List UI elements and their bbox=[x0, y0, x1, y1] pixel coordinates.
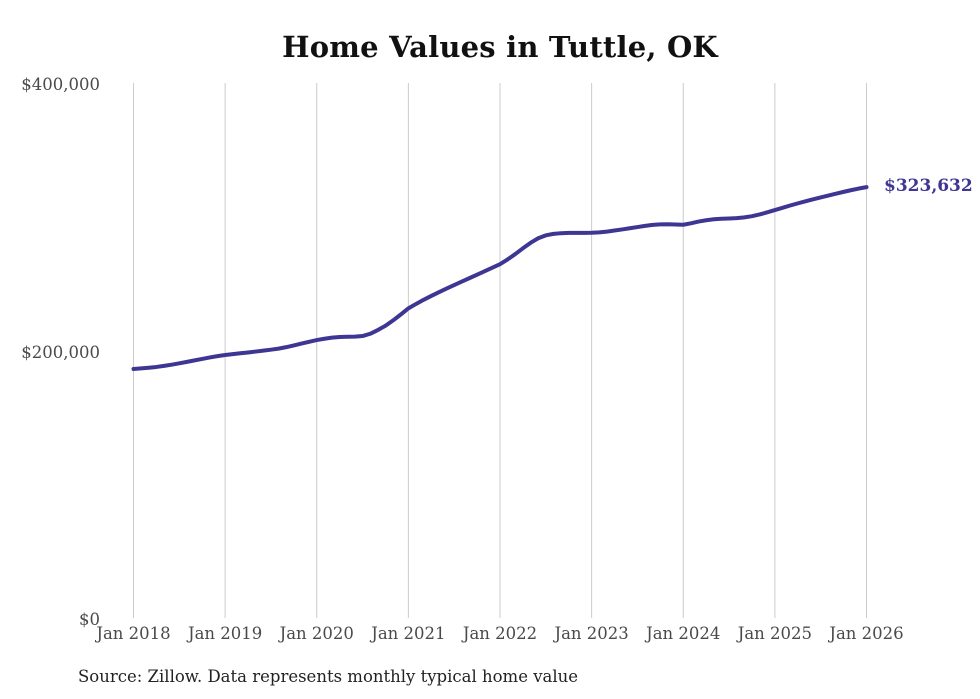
x-tick-label: Jan 2024 bbox=[646, 624, 721, 643]
x-tick-label: Jan 2018 bbox=[96, 624, 171, 643]
x-tick-label: Jan 2021 bbox=[371, 624, 446, 643]
chart-title: Home Values in Tuttle, OK bbox=[282, 30, 718, 64]
x-tick-label: Jan 2020 bbox=[279, 624, 354, 643]
y-tick-label: $0 bbox=[79, 610, 100, 629]
source-note: Source: Zillow. Data represents monthly … bbox=[78, 667, 579, 686]
x-tick-label: Jan 2025 bbox=[737, 624, 813, 643]
x-tick-label: Jan 2022 bbox=[462, 624, 538, 643]
x-tick-label: Jan 2023 bbox=[554, 624, 629, 643]
y-tick-label: $200,000 bbox=[21, 342, 100, 362]
home-value-line bbox=[131, 185, 869, 371]
latest-value-label: $323,632 bbox=[884, 176, 973, 196]
y-tick-label: $400,000 bbox=[21, 75, 100, 94]
x-tick-label: Jan 2026 bbox=[829, 624, 904, 643]
x-tick-label: Jan 2019 bbox=[187, 624, 263, 643]
